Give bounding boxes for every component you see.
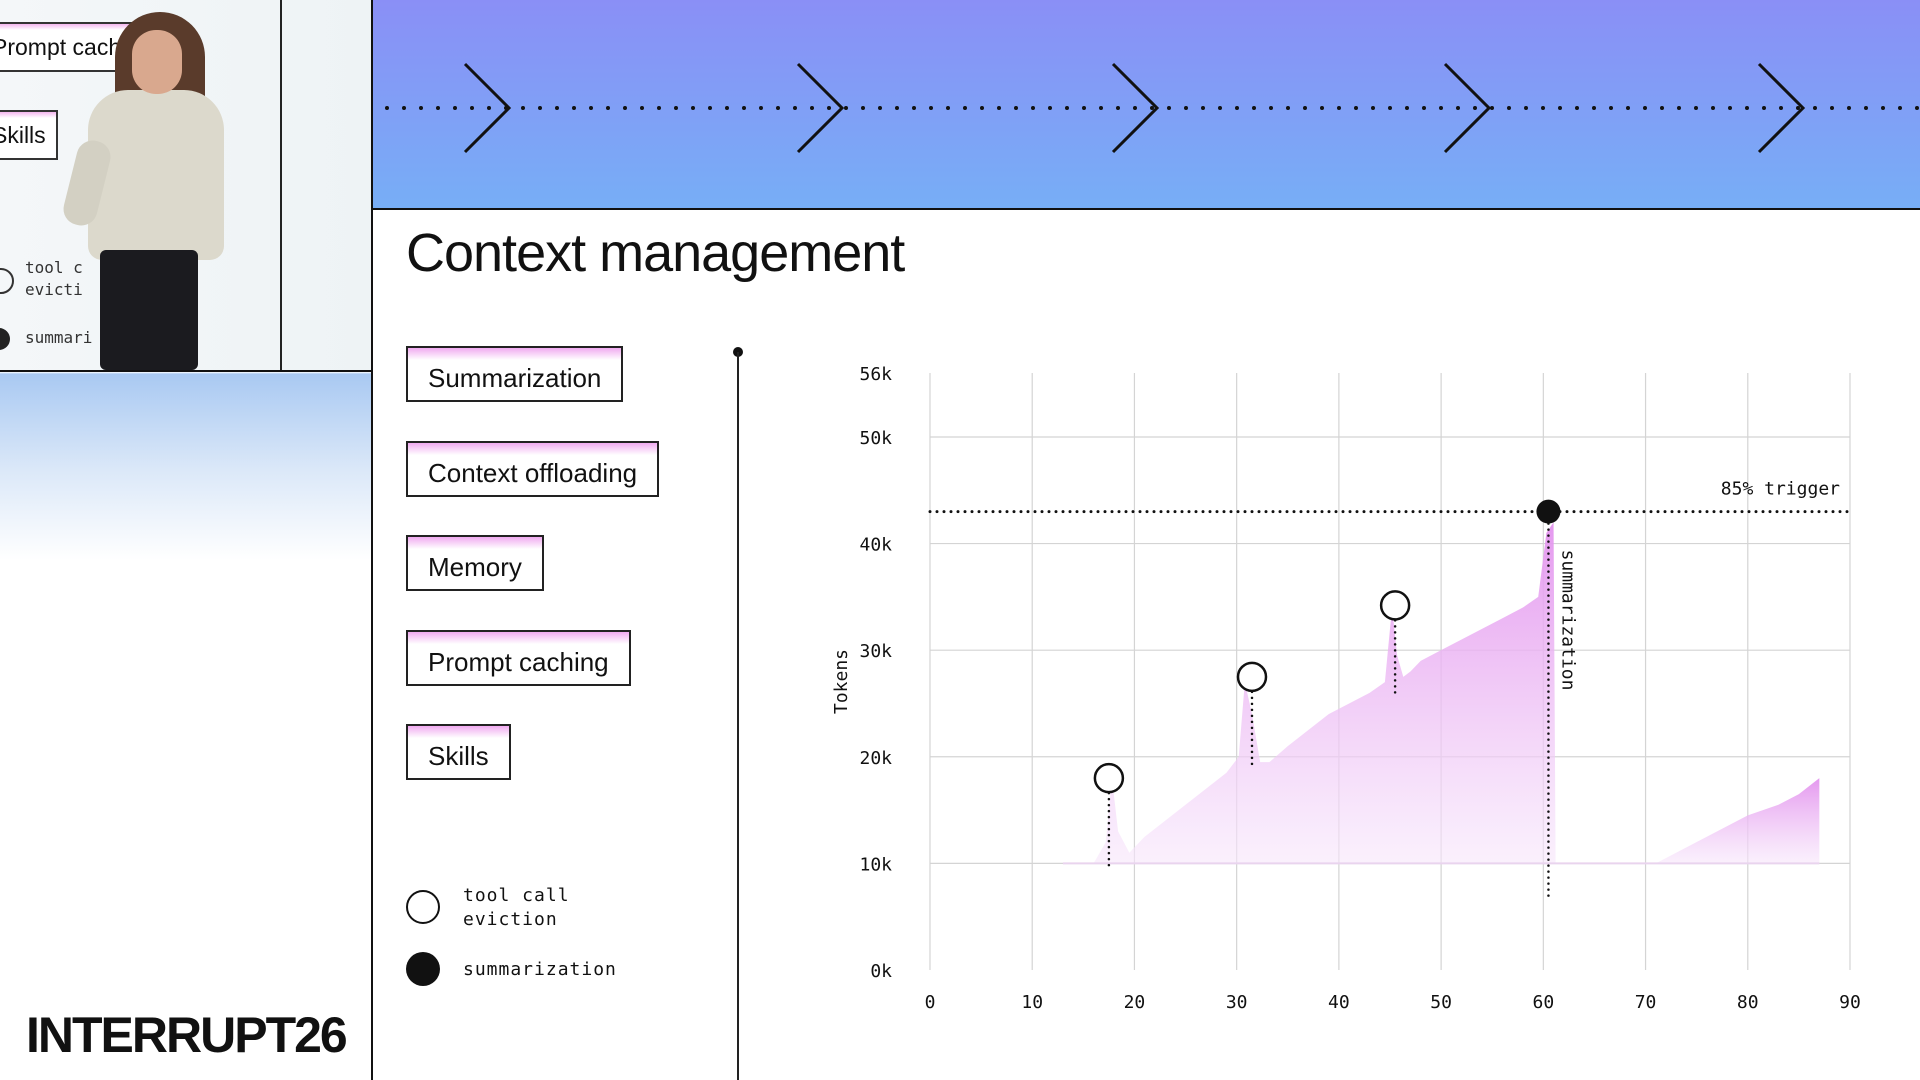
technique-tag-context-offloading: Context offloading (406, 441, 660, 497)
y-tick-label: 0k (870, 961, 892, 982)
x-tick-label: 20 (1124, 992, 1146, 1013)
camera-column: Prompt cach Skills tool c evicti summari… (0, 0, 372, 1080)
timeline-line (737, 352, 739, 1080)
y-tick-label: 56k (859, 364, 892, 385)
camera-filled-circle-icon (0, 328, 10, 350)
camera-feed: Prompt cach Skills tool c evicti summari (0, 0, 372, 372)
camera-hollow-circle-icon (0, 268, 14, 294)
chevron-right-icon (796, 62, 845, 154)
camera-legend-line: evicti (25, 280, 83, 299)
x-tick-label: 90 (1839, 992, 1861, 1013)
technique-tag-skills: Skills (406, 724, 511, 780)
chevron-right-icon (1443, 62, 1492, 154)
slide-title: Context management (406, 223, 905, 283)
token-area (1655, 778, 1820, 864)
threshold-label: 85% trigger (1721, 479, 1840, 500)
summarization-event-label: summarization (1557, 550, 1578, 691)
technique-tag-summarization: Summarization (406, 346, 624, 402)
top-banner (373, 0, 1920, 210)
chart-area-layer (1062, 522, 1820, 865)
camera-legend-line: summari (25, 328, 93, 347)
x-tick-label: 0 (925, 992, 936, 1013)
y-tick-label: 50k (859, 428, 892, 449)
camera-chip-prompt-caching: Prompt cach (0, 22, 134, 72)
column-divider (371, 0, 373, 1080)
technique-tag-memory: Memory (406, 535, 544, 591)
x-tick-label: 50 (1430, 992, 1452, 1013)
x-tick-label: 40 (1328, 992, 1350, 1013)
x-tick-label: 80 (1737, 992, 1759, 1013)
y-axis-label: Tokens (831, 649, 852, 714)
y-tick-label: 40k (859, 535, 892, 556)
chevron-right-icon (463, 62, 512, 154)
x-tick-label: 60 (1532, 992, 1554, 1013)
filled-circle-icon (406, 952, 440, 986)
chart-events-layer: summarization (1093, 499, 1578, 902)
legend-label-summarization: summarization (463, 959, 617, 980)
x-tick-label: 30 (1226, 992, 1248, 1013)
tokens-chart: 85% trigger summarization 0 10 20 30 40 50 60 7… (831, 364, 1861, 1013)
chart-threshold-layer: 85% trigger (928, 479, 1854, 514)
x-tick-label: 70 (1635, 992, 1657, 1013)
tool-call-eviction-marker (1093, 762, 1125, 794)
chevron-right-icon (1757, 62, 1806, 154)
token-area (1062, 522, 1564, 864)
summarization-marker (1536, 499, 1561, 524)
tool-call-eviction-marker (1236, 661, 1268, 693)
technique-tag-prompt-caching: Prompt caching (406, 630, 631, 686)
y-tick-label: 20k (859, 748, 892, 769)
legend-label-tool-call-eviction: tool call eviction (463, 884, 643, 932)
camera-legend-line: tool c (25, 258, 83, 277)
legend-line: tool call (463, 885, 570, 906)
hollow-circle-icon (406, 890, 440, 924)
y-tick-label: 10k (859, 854, 892, 875)
camera-chip-skills: Skills (0, 110, 58, 160)
chart-ticks: 0 10 20 30 40 50 60 70 80 90 0k 10k 20k 30k 40k 50k 56k T… (831, 364, 1861, 1013)
camera-slide-edge (280, 0, 282, 370)
legend-line: eviction (463, 909, 558, 930)
tool-call-eviction-marker (1379, 590, 1411, 621)
banner-arrows-graphic (385, 62, 1920, 154)
y-tick-label: 30k (859, 641, 892, 662)
x-tick-label: 10 (1021, 992, 1043, 1013)
event-logo: INTERRUPT26 (26, 1007, 348, 1063)
chevron-right-icon (1111, 62, 1160, 154)
